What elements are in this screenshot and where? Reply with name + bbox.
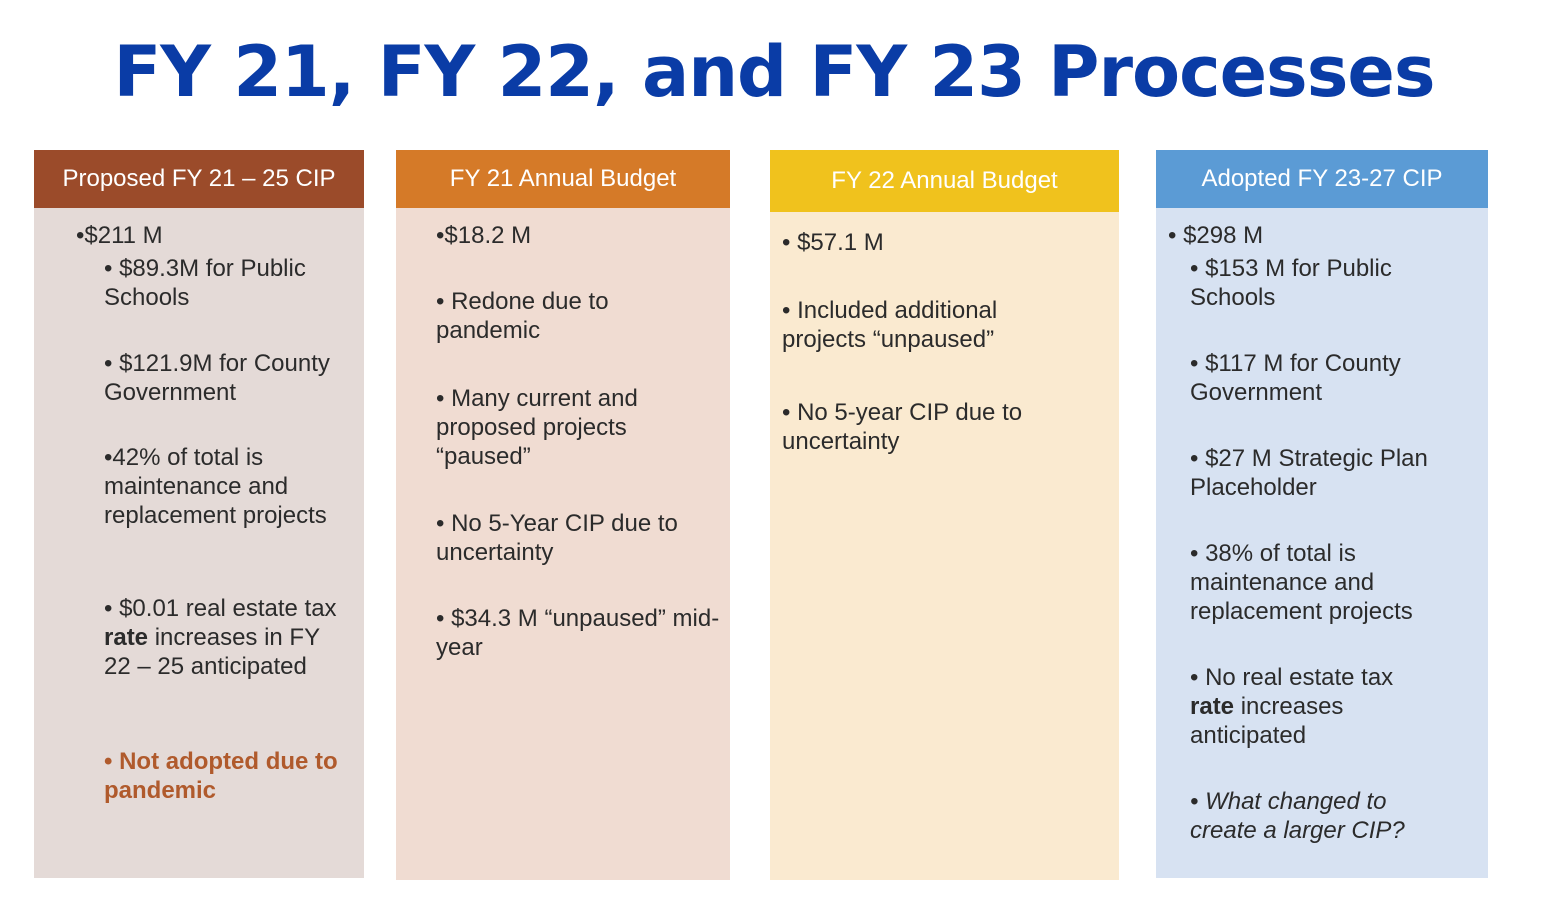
- item-text: $117 M for County Government: [1190, 350, 1401, 406]
- bullet: •: [436, 510, 445, 537]
- list-item: •$211 M: [76, 221, 163, 250]
- list-item: • Many current and proposed projects “pa…: [436, 384, 686, 471]
- list-item: • $153 M for Public Schools: [1190, 254, 1435, 312]
- bullet: •: [1190, 540, 1199, 567]
- list-item: • No real estate tax rate increases anti…: [1190, 663, 1435, 750]
- list-item: • $0.01 real estate tax rate increases i…: [104, 594, 344, 681]
- bullet: •: [436, 385, 445, 412]
- item-text: What changed to create a larger CIP?: [1190, 788, 1405, 844]
- list-item: • $117 M for County Government: [1190, 349, 1450, 407]
- item-text: increases in FY 22 – 25 anticipated: [104, 624, 320, 680]
- column-proposed-fy21-25-cip: Proposed FY 21 – 25 CIP •$211 M • $89.3M…: [34, 150, 364, 878]
- bullet: •: [436, 605, 445, 632]
- bullet: •: [76, 222, 85, 249]
- item-text: $57.1 M: [790, 229, 884, 256]
- item-text: increases anticipated: [1190, 693, 1344, 749]
- item-text: $121.9M for County Government: [104, 350, 330, 406]
- item-text: No 5-year CIP due to uncertainty: [782, 399, 1023, 455]
- list-item: • $34.3 M “unpaused” mid-year: [436, 604, 721, 662]
- bullet: •: [1168, 222, 1177, 249]
- column-header-label: Proposed FY 21 – 25 CIP: [62, 165, 336, 192]
- item-bold-text: rate: [1190, 693, 1235, 720]
- bullet: •: [104, 444, 113, 471]
- bullet: •: [1190, 445, 1199, 472]
- bullet: •: [104, 350, 113, 377]
- list-item: • What changed to create a larger CIP?: [1190, 787, 1435, 845]
- item-text: Included additional projects “unpaused”: [782, 297, 998, 353]
- bullet: •: [436, 222, 445, 249]
- bullet: •: [436, 288, 445, 315]
- item-text: $153 M for Public Schools: [1190, 255, 1392, 311]
- column-header-label: FY 21 Annual Budget: [449, 165, 677, 192]
- item-text: Many current and proposed projects “paus…: [436, 385, 638, 470]
- bullet: •: [782, 399, 791, 426]
- bullet: •: [104, 748, 113, 775]
- column-header-label: Adopted FY 23-27 CIP: [1201, 165, 1443, 192]
- list-item: • $121.9M for County Government: [104, 349, 354, 407]
- column-fy22-annual-budget: FY 22 Annual Budget • $57.1 M • Included…: [770, 150, 1119, 880]
- list-item: •42% of total is maintenance and replace…: [104, 443, 329, 530]
- list-item: • $298 M: [1168, 221, 1263, 250]
- column-fy21-annual-budget: FY 21 Annual Budget •$18.2 M • Redone du…: [396, 150, 730, 880]
- bullet: •: [1190, 255, 1199, 282]
- column-body: •$211 M • $89.3M for Public Schools • $1…: [34, 208, 364, 878]
- list-item: • Not adopted due to pandemic: [104, 747, 339, 805]
- item-text: $89.3M for Public Schools: [104, 255, 306, 311]
- item-text: $0.01 real estate tax: [112, 595, 337, 622]
- column-adopted-fy23-27-cip: Adopted FY 23-27 CIP • $298 M • $153 M f…: [1156, 150, 1488, 878]
- item-bold-text: rate: [104, 624, 149, 651]
- list-item: • No 5-year CIP due to uncertainty: [782, 398, 1082, 456]
- column-body: •$18.2 M • Redone due to pandemic • Many…: [396, 208, 730, 880]
- item-text: Not adopted due to pandemic: [104, 748, 338, 804]
- column-header: Adopted FY 23-27 CIP: [1156, 150, 1488, 208]
- bullet: •: [1190, 788, 1199, 815]
- list-item: • 38% of total is maintenance and replac…: [1190, 539, 1475, 626]
- item-text: $18.2 M: [444, 222, 532, 249]
- column-body: • $298 M • $153 M for Public Schools • $…: [1156, 208, 1488, 878]
- column-header-label: FY 22 Annual Budget: [831, 167, 1058, 194]
- bullet: •: [782, 229, 791, 256]
- list-item: •$18.2 M: [436, 221, 531, 250]
- column-header: FY 21 Annual Budget: [396, 150, 730, 208]
- list-item: • $57.1 M: [782, 228, 884, 257]
- bullet: •: [1190, 350, 1199, 377]
- item-text: Redone due to pandemic: [436, 288, 609, 344]
- item-text: 38% of total is maintenance and replacem…: [1190, 540, 1413, 625]
- bullet: •: [104, 255, 113, 282]
- item-text: $34.3 M “unpaused” mid-year: [436, 605, 720, 661]
- bullet: •: [782, 297, 791, 324]
- column-header: Proposed FY 21 – 25 CIP: [34, 150, 364, 208]
- list-item: • Redone due to pandemic: [436, 287, 646, 345]
- bullet: •: [104, 595, 113, 622]
- list-item: • No 5-Year CIP due to uncertainty: [436, 509, 721, 567]
- column-body: • $57.1 M • Included additional projects…: [770, 212, 1119, 880]
- list-item: • $89.3M for Public Schools: [104, 254, 354, 312]
- item-text: No real estate tax: [1198, 664, 1394, 691]
- item-text: $27 M Strategic Plan Placeholder: [1190, 445, 1428, 501]
- item-text: No 5-Year CIP due to uncertainty: [436, 510, 678, 566]
- column-header: FY 22 Annual Budget: [770, 150, 1119, 212]
- list-item: • Included additional projects “unpaused…: [782, 296, 1082, 354]
- item-text: $211 M: [84, 222, 163, 249]
- list-item: • $27 M Strategic Plan Placeholder: [1190, 444, 1470, 502]
- bullet: •: [1190, 664, 1199, 691]
- page-title: FY 21, FY 22, and FY 23 Processes: [113, 31, 1435, 113]
- item-text: 42% of total is maintenance and replacem…: [104, 444, 327, 529]
- item-text: $298 M: [1176, 222, 1264, 249]
